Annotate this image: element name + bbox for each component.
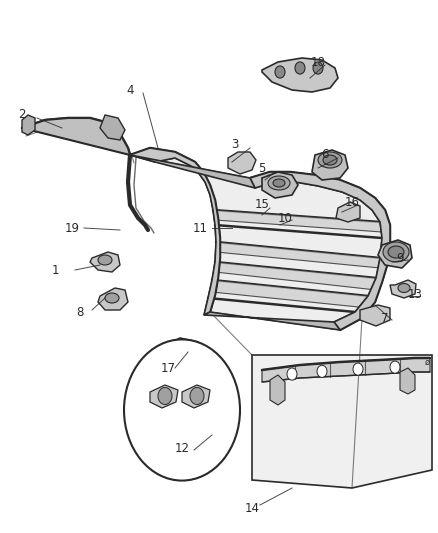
Ellipse shape — [398, 284, 410, 293]
Text: ø: ø — [424, 358, 430, 367]
Polygon shape — [182, 385, 210, 408]
Text: 9: 9 — [396, 252, 404, 264]
Text: 16: 16 — [345, 196, 360, 208]
Text: 19: 19 — [64, 222, 80, 235]
Text: 4: 4 — [126, 84, 134, 96]
Text: 14: 14 — [244, 502, 259, 514]
Polygon shape — [204, 312, 340, 330]
Text: 11: 11 — [192, 222, 208, 235]
Circle shape — [353, 363, 363, 375]
Text: 1: 1 — [51, 263, 59, 277]
Polygon shape — [130, 155, 255, 188]
Polygon shape — [100, 115, 125, 140]
Ellipse shape — [105, 293, 119, 303]
Polygon shape — [390, 280, 416, 298]
Polygon shape — [252, 355, 432, 488]
Ellipse shape — [383, 242, 409, 262]
Polygon shape — [312, 150, 348, 180]
Ellipse shape — [273, 179, 285, 187]
Polygon shape — [228, 152, 256, 174]
Text: 8: 8 — [76, 305, 84, 319]
Polygon shape — [130, 148, 390, 330]
Polygon shape — [336, 202, 360, 222]
Ellipse shape — [268, 176, 290, 190]
Circle shape — [158, 387, 172, 405]
Polygon shape — [158, 338, 200, 368]
Text: 17: 17 — [160, 361, 176, 375]
Text: 13: 13 — [408, 288, 422, 302]
Circle shape — [317, 365, 327, 377]
Polygon shape — [90, 252, 120, 272]
Ellipse shape — [323, 155, 337, 165]
Polygon shape — [360, 305, 390, 326]
Polygon shape — [98, 288, 128, 310]
Text: 6: 6 — [321, 149, 329, 161]
Circle shape — [313, 62, 323, 74]
Polygon shape — [400, 368, 415, 394]
Polygon shape — [188, 342, 205, 368]
Text: 7: 7 — [381, 311, 389, 325]
Polygon shape — [250, 172, 390, 330]
Ellipse shape — [98, 255, 112, 265]
Text: 5: 5 — [258, 161, 266, 174]
Polygon shape — [22, 115, 35, 135]
Polygon shape — [270, 375, 285, 405]
Text: 18: 18 — [311, 55, 325, 69]
Text: 10: 10 — [278, 212, 293, 224]
Circle shape — [275, 66, 285, 78]
Text: 3: 3 — [231, 139, 239, 151]
Ellipse shape — [171, 345, 189, 359]
Circle shape — [390, 361, 400, 373]
Ellipse shape — [388, 246, 404, 258]
Polygon shape — [262, 358, 430, 382]
Circle shape — [190, 387, 204, 405]
Text: 12: 12 — [174, 441, 190, 455]
Polygon shape — [213, 210, 382, 232]
Polygon shape — [150, 385, 178, 408]
Circle shape — [124, 340, 240, 481]
Polygon shape — [216, 242, 380, 268]
Polygon shape — [145, 348, 168, 370]
Circle shape — [287, 368, 297, 380]
Text: 15: 15 — [254, 198, 269, 212]
Text: 2: 2 — [18, 109, 26, 122]
Polygon shape — [262, 172, 298, 198]
Polygon shape — [22, 118, 130, 155]
Polygon shape — [262, 58, 338, 92]
Polygon shape — [215, 262, 376, 290]
Polygon shape — [378, 240, 412, 268]
Circle shape — [295, 62, 305, 74]
Polygon shape — [130, 148, 220, 315]
Polygon shape — [212, 280, 368, 308]
Ellipse shape — [318, 152, 342, 168]
